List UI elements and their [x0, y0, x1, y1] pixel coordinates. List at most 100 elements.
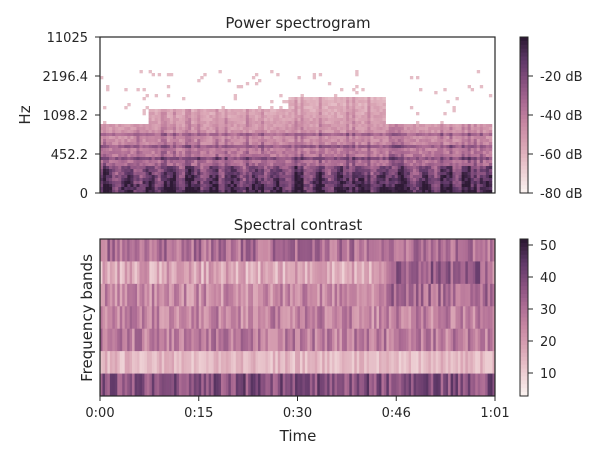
spectrogram-cell — [133, 160, 137, 164]
spectrogram-cell — [185, 169, 189, 173]
spectrogram-cell — [461, 133, 465, 137]
spectrogram-cell — [209, 154, 213, 158]
contrast-cell — [134, 373, 138, 397]
spectrogram-cell — [209, 130, 213, 134]
spectrogram-cell — [218, 136, 222, 140]
contrast-cell — [364, 351, 367, 374]
colorbar-tick-label: -20 dB — [540, 70, 583, 85]
spectrogram-cell — [270, 139, 274, 143]
contrast-cell — [144, 239, 148, 262]
spectrogram-cell — [449, 190, 453, 194]
spectrogram-cell — [276, 151, 280, 155]
spectrogram-cell — [349, 166, 353, 170]
contrast-cell — [100, 283, 103, 307]
contrast-cell — [378, 239, 382, 262]
spectrogram-cell — [136, 181, 140, 185]
spectrogram-cell — [106, 127, 110, 131]
contrast-cell — [332, 239, 335, 262]
spectrogram-cell — [315, 169, 320, 173]
spectrogram-cell — [406, 142, 411, 146]
spectrogram-cell — [385, 130, 389, 134]
spectrogram-cell — [419, 151, 423, 155]
spectrogram-cell — [245, 82, 250, 86]
spectrogram-cell — [242, 172, 247, 176]
spectrogram-cell — [333, 103, 338, 107]
spectrogram-cell — [309, 187, 313, 191]
spectrogram-cell — [300, 187, 304, 191]
spectrogram-cell — [169, 190, 174, 194]
contrast-cell — [401, 261, 404, 285]
spectrogram-cell — [236, 190, 241, 194]
spectrogram-cell — [288, 154, 292, 158]
spectrogram-cell — [169, 151, 174, 155]
spectrogram-cell — [321, 178, 326, 182]
spectrogram-cell — [315, 139, 320, 143]
spectrogram-cell — [185, 118, 189, 122]
spectrogram-cell — [440, 145, 444, 149]
spectrogram-cell — [285, 118, 289, 122]
spectrogram-cell — [130, 178, 134, 182]
spectrogram-cell — [227, 157, 231, 161]
spectrogram-cell — [203, 178, 207, 182]
contrast-cell — [472, 261, 476, 285]
colorbar-step — [520, 333, 528, 338]
spectrogram-cell — [197, 160, 201, 164]
contrast-cell — [470, 328, 474, 352]
spectrogram-cell — [431, 136, 435, 140]
spectrogram-cell — [403, 187, 408, 191]
spectrogram-cell — [425, 184, 429, 188]
spectrogram-cell — [394, 127, 399, 131]
spectrogram-cell — [370, 169, 374, 173]
contrast-cell — [438, 328, 441, 352]
spectrogram-cell — [379, 145, 383, 149]
spectrogram-cell — [267, 154, 271, 158]
spectrogram-cell — [431, 163, 435, 167]
spectrogram-cell — [209, 181, 213, 185]
spectrogram-cell — [276, 139, 280, 143]
contrast-cell — [253, 306, 256, 330]
spectrogram-cell — [482, 151, 487, 155]
spectrogram-cell — [264, 115, 268, 119]
contrast-cell — [490, 373, 493, 397]
spectrogram-cell — [103, 187, 107, 191]
spectrogram-cell — [179, 157, 183, 161]
spectrogram-cell — [312, 109, 317, 113]
spectrogram-cell — [461, 166, 465, 170]
spectrogram-cell — [340, 100, 344, 104]
contrast-cell — [403, 373, 407, 397]
spectrogram-cell — [258, 106, 262, 110]
spectrogram-cell — [461, 136, 465, 140]
contrast-cell — [351, 351, 355, 374]
spectrogram-cell — [248, 109, 253, 113]
spectrogram-cell — [124, 160, 128, 164]
contrast-cell — [440, 373, 444, 397]
spectrogram-cell — [464, 172, 468, 176]
contrast-cell — [401, 283, 404, 307]
spectrogram-cell — [473, 172, 478, 176]
spectrogram-cell — [391, 175, 396, 179]
spectrogram-cell — [461, 175, 465, 179]
spectrogram-cell — [124, 139, 128, 143]
spectrogram-cell — [327, 142, 332, 146]
contrast-cell — [216, 373, 219, 397]
spectrogram-cell — [185, 160, 189, 164]
spectrogram-cell — [428, 172, 432, 176]
spectrogram-cell — [254, 133, 259, 137]
spectrogram-cell — [300, 136, 304, 140]
spectrogram-cell — [282, 100, 286, 104]
spectrogram-cell — [373, 148, 377, 152]
spectrogram-cell — [151, 124, 155, 128]
spectrogram-cell — [315, 106, 320, 110]
contrast-cell — [102, 306, 106, 330]
contrast-cell — [307, 328, 311, 352]
contrast-cell — [393, 351, 397, 374]
spectrogram-cell — [273, 154, 277, 158]
spectrogram-cell — [282, 139, 286, 143]
spectrogram-cell — [458, 136, 462, 140]
contrast-cell — [322, 351, 325, 374]
spectrogram-cell — [251, 190, 256, 194]
spectrogram-cell — [127, 160, 131, 164]
contrast-cell — [425, 328, 429, 352]
spectrogram-cell — [367, 145, 371, 149]
spectrogram-cell — [452, 133, 456, 137]
